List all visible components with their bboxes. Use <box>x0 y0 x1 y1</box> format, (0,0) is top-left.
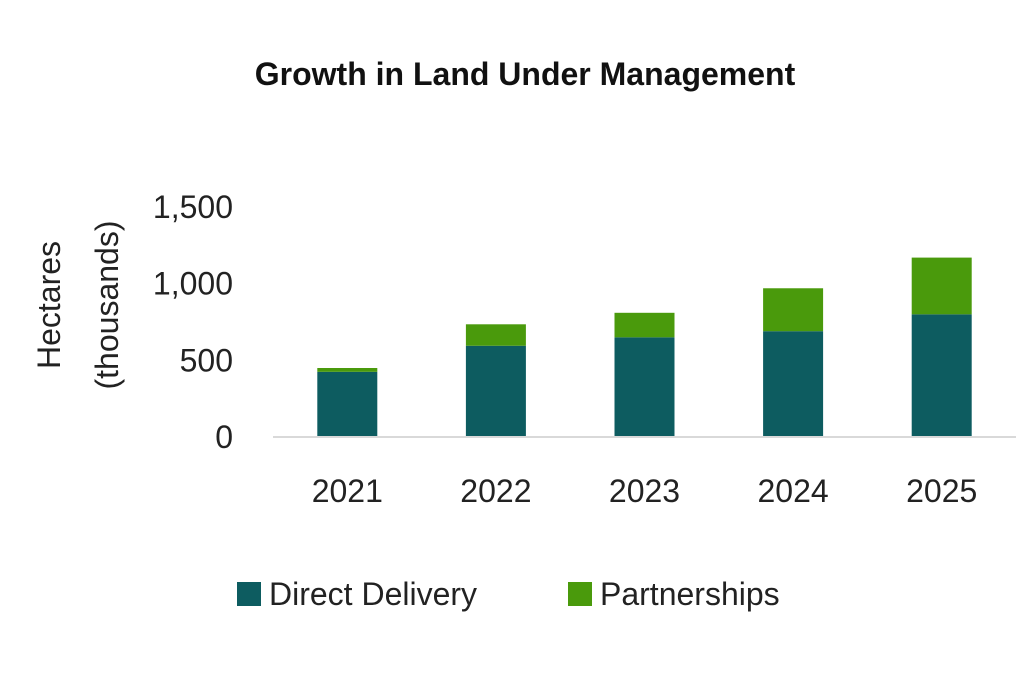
bar-partnerships-2024 <box>763 288 824 332</box>
y-tick-label: 500 <box>180 342 233 378</box>
legend-swatch <box>568 582 592 606</box>
bar-partnerships-2022 <box>465 324 526 346</box>
y-axis-ticks: 0 500 1,000 1,500 <box>153 189 233 455</box>
y-axis-label-line1: Hectares <box>31 241 67 369</box>
legend: Direct Delivery Partnerships <box>237 576 780 612</box>
x-tick-label: 2021 <box>312 473 383 509</box>
bar-direct-delivery-2021 <box>317 371 378 437</box>
bar-direct-delivery-2024 <box>763 331 824 437</box>
y-axis-label-line2: (thousands) <box>89 221 125 390</box>
x-tick-label: 2023 <box>609 473 680 509</box>
bar-direct-delivery-2025 <box>911 314 972 437</box>
x-axis-ticks: 2021 2022 2023 2024 2025 <box>312 473 978 509</box>
y-tick-label: 0 <box>215 419 233 455</box>
bar-direct-delivery-2023 <box>614 337 675 437</box>
legend-label: Direct Delivery <box>269 576 477 612</box>
x-tick-label: 2022 <box>460 473 531 509</box>
y-tick-label: 1,500 <box>153 189 233 225</box>
bars <box>317 257 972 437</box>
legend-label: Partnerships <box>600 576 780 612</box>
bar-direct-delivery-2022 <box>465 345 526 437</box>
y-axis-label: Hectares (thousands) <box>31 221 125 390</box>
bar-partnerships-2021 <box>317 368 378 372</box>
bar-partnerships-2023 <box>614 312 675 338</box>
x-tick-label: 2025 <box>906 473 977 509</box>
chart-title: Growth in Land Under Management <box>255 56 796 92</box>
y-tick-label: 1,000 <box>153 266 233 302</box>
legend-direct-delivery: Direct Delivery <box>237 576 477 612</box>
bar-partnerships-2025 <box>911 257 972 315</box>
x-tick-label: 2024 <box>758 473 829 509</box>
legend-swatch <box>237 582 261 606</box>
legend-partnerships: Partnerships <box>568 576 780 612</box>
